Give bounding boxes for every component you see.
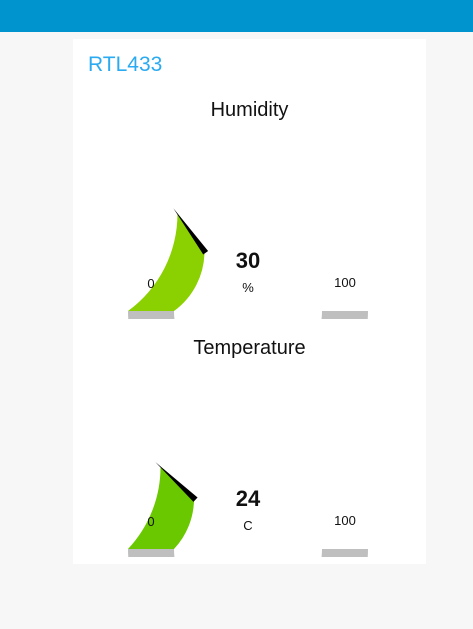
group-title: RTL433 (88, 53, 163, 76)
gauge-fill (128, 213, 205, 311)
gauge-unit: C (243, 518, 252, 533)
gauge-track (128, 549, 368, 557)
gauge-dial: 24 C 0 100 (128, 462, 368, 557)
gauge-unit: % (242, 280, 254, 295)
gauge-humidity: Humidity 30 % 0 100 (73, 99, 426, 319)
gauge-fill (128, 466, 195, 549)
gauge-value: 24 (236, 486, 261, 511)
gauge-min-label: 0 (147, 276, 154, 291)
gauge-temperature: Temperature 24 C 0 100 (73, 337, 426, 557)
top-toolbar (0, 0, 473, 32)
gauge-value: 30 (236, 248, 260, 273)
gauge-needle (155, 462, 198, 502)
gauge-title: Temperature (193, 337, 306, 359)
gauge-track (128, 311, 368, 319)
gauge-min-label: 0 (147, 514, 154, 529)
gauge-needle (173, 208, 209, 255)
gauge-dial: 30 % 0 100 (128, 208, 368, 319)
gauge-max-label: 100 (334, 513, 356, 528)
gauge-max-label: 100 (334, 275, 356, 290)
gauge-title: Humidity (210, 99, 289, 121)
dashboard-group-card: RTL433 Humidity 30 % 0 100 Temperature 2… (73, 39, 426, 564)
